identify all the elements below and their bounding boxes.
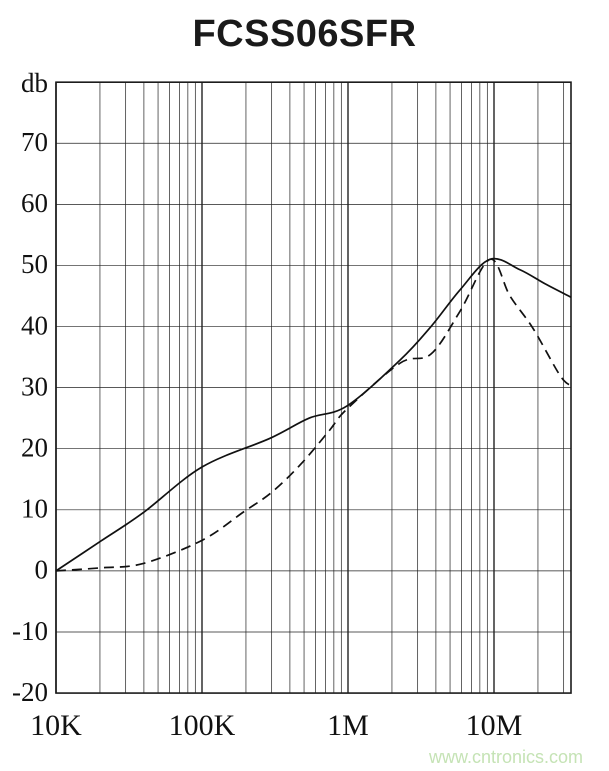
svg-text:70: 70: [21, 127, 48, 157]
svg-text:10K: 10K: [30, 709, 82, 742]
svg-text:50: 50: [21, 249, 48, 279]
svg-text:20: 20: [21, 433, 48, 463]
svg-text:30: 30: [21, 371, 48, 401]
svg-text:-10: -10: [12, 616, 48, 646]
svg-text:40: 40: [21, 310, 48, 340]
svg-text:-20: -20: [12, 677, 48, 707]
svg-text:db: db: [21, 68, 48, 98]
svg-text:10: 10: [21, 494, 48, 524]
svg-text:60: 60: [21, 188, 48, 218]
svg-text:0: 0: [35, 555, 49, 585]
svg-text:1M: 1M: [327, 709, 369, 742]
svg-text:100K: 100K: [169, 709, 236, 742]
svg-text:10M: 10M: [466, 709, 523, 742]
